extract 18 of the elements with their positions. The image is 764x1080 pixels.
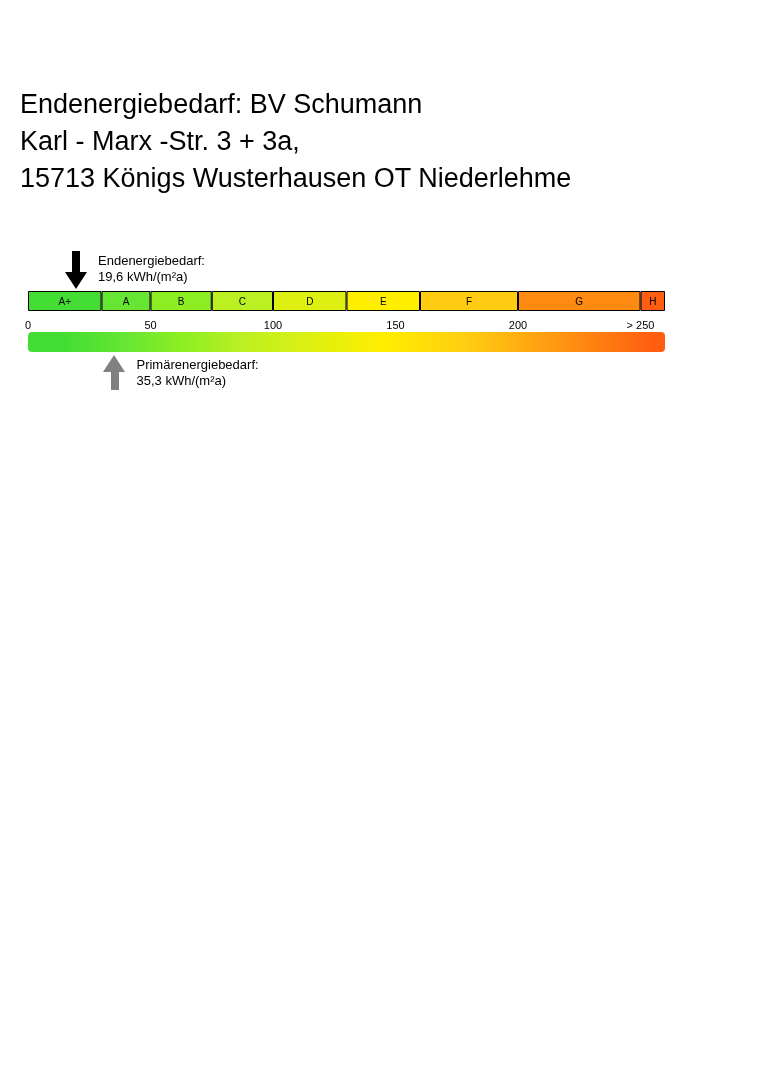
x-tick-label: 200: [508, 318, 528, 331]
series-label: A+: [58, 295, 72, 307]
ref-line-label: Endenergiebedarf: 19,6 kWh/(m²a): [98, 253, 205, 285]
x-tick-label: 100: [263, 318, 283, 331]
x-tick-label: > 250: [626, 318, 655, 331]
series-label: H: [649, 295, 657, 307]
x-tick-label: 50: [144, 318, 157, 331]
series-label: B: [177, 295, 185, 307]
x-tick-label: 0: [24, 318, 32, 331]
series-label: A: [122, 295, 130, 307]
series-label: D: [306, 295, 314, 307]
ref-line-label: Primärenergiebedarf: 35,3 kWh/(m²a): [136, 357, 259, 389]
x-tick-label: 150: [386, 318, 405, 331]
series-label: F: [465, 295, 473, 307]
series-label: C: [238, 295, 246, 307]
chart-title: Endenergiebedarf: BV Schumann Karl - Marx -Str. 3 + 3a, 15713 Königs Wusterhausen OT Niederlehme: [20, 88, 572, 195]
series-label: G: [575, 295, 584, 307]
series-label: E: [379, 295, 387, 307]
